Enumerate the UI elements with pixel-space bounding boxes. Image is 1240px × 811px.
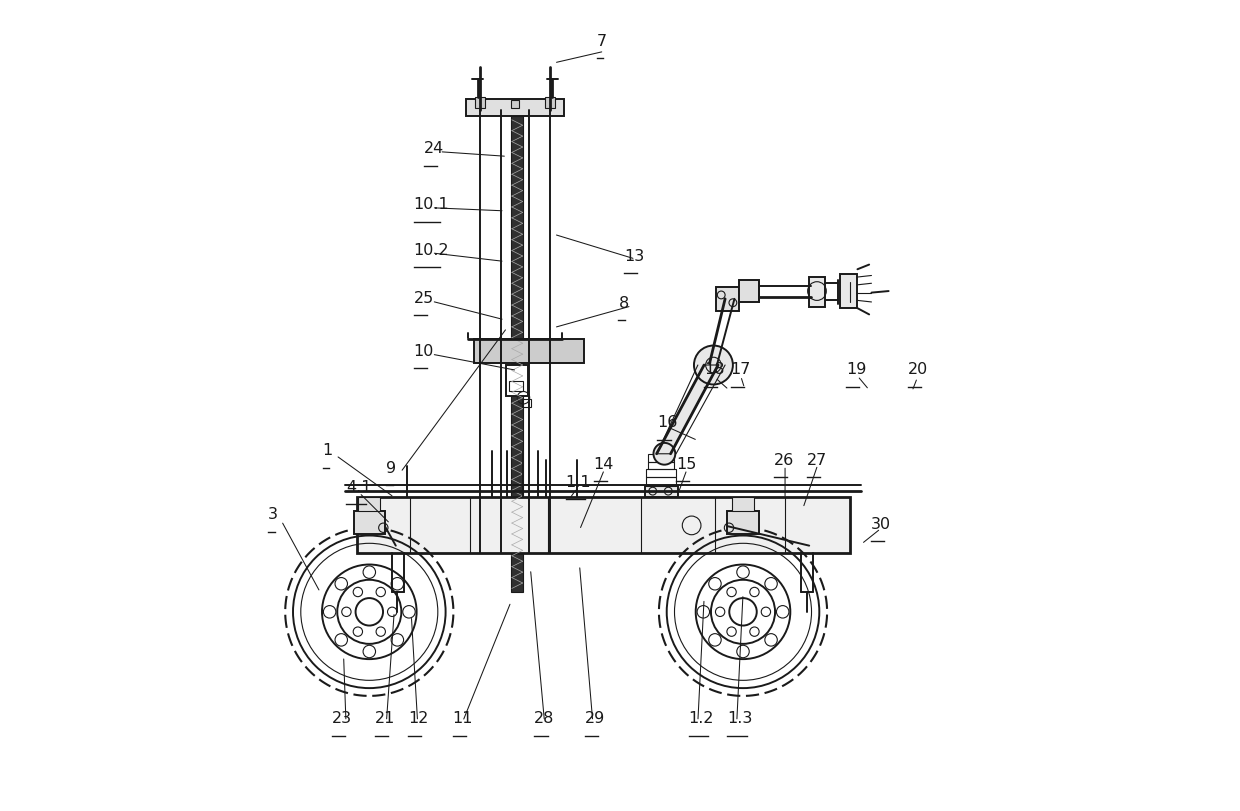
Text: 29: 29 xyxy=(585,711,605,727)
Bar xyxy=(646,470,676,477)
Polygon shape xyxy=(657,365,718,454)
Bar xyxy=(810,277,825,307)
Bar xyxy=(649,454,675,461)
Text: 23: 23 xyxy=(332,711,352,727)
Bar xyxy=(510,380,523,392)
Text: 28: 28 xyxy=(534,711,554,727)
Text: 1.2: 1.2 xyxy=(688,711,714,727)
Text: 14: 14 xyxy=(594,457,614,472)
Bar xyxy=(841,274,858,308)
Circle shape xyxy=(694,345,733,384)
Text: 25: 25 xyxy=(414,291,434,306)
Text: 4.1: 4.1 xyxy=(346,480,372,495)
Text: 1.1: 1.1 xyxy=(565,474,591,490)
Bar xyxy=(728,511,759,534)
Bar xyxy=(739,280,759,302)
Bar xyxy=(466,99,564,116)
Text: 30: 30 xyxy=(870,517,890,532)
Text: 3: 3 xyxy=(268,508,278,522)
Bar xyxy=(649,461,675,470)
Text: 13: 13 xyxy=(624,249,644,264)
Bar xyxy=(646,477,676,487)
Text: 10: 10 xyxy=(414,344,434,358)
Text: 18: 18 xyxy=(704,363,724,377)
Bar xyxy=(474,339,584,363)
Bar xyxy=(511,101,518,108)
Circle shape xyxy=(653,443,676,465)
Text: 8: 8 xyxy=(619,295,629,311)
Text: 1: 1 xyxy=(322,444,332,458)
Text: 12: 12 xyxy=(408,711,429,727)
Bar xyxy=(522,399,531,407)
Bar xyxy=(475,97,485,108)
Bar xyxy=(732,496,754,511)
Bar xyxy=(506,365,528,396)
Text: 17: 17 xyxy=(730,363,751,377)
Text: 10.2: 10.2 xyxy=(414,242,449,258)
Text: 9: 9 xyxy=(387,461,397,475)
Bar xyxy=(715,287,739,311)
Text: 10.1: 10.1 xyxy=(414,197,449,212)
Bar xyxy=(358,496,381,511)
Text: 15: 15 xyxy=(676,457,697,472)
Text: 24: 24 xyxy=(424,141,444,157)
Bar xyxy=(511,116,523,592)
Text: 1.3: 1.3 xyxy=(728,711,753,727)
Text: 11: 11 xyxy=(453,711,474,727)
Text: 16: 16 xyxy=(657,415,678,431)
Text: 21: 21 xyxy=(374,711,396,727)
Text: 27: 27 xyxy=(807,453,827,468)
Bar xyxy=(546,97,554,108)
Text: 7: 7 xyxy=(596,34,606,49)
Bar xyxy=(357,497,849,553)
Text: 26: 26 xyxy=(774,453,795,468)
Text: 20: 20 xyxy=(908,363,929,377)
Bar xyxy=(353,511,384,534)
Text: 19: 19 xyxy=(846,363,867,377)
Bar xyxy=(645,487,677,497)
